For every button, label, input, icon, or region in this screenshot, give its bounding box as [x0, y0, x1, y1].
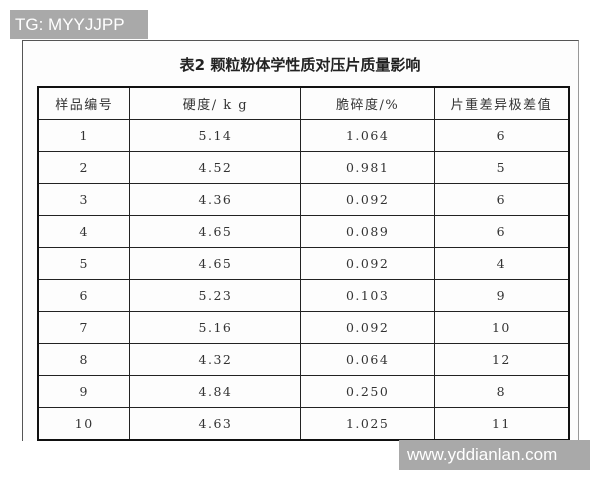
cell-weight-variation: 4: [433, 247, 570, 280]
table-title: 表2 颗粒粉体学性质对压片质量影响: [179, 56, 421, 74]
cell-weight-variation: 6: [433, 119, 570, 152]
cell-sample-id: 9: [37, 375, 131, 408]
cell-sample-id: 6: [37, 279, 131, 312]
cell-hardness: 4.84: [129, 375, 302, 408]
cell-weight-variation: 10: [433, 311, 570, 344]
cell-friability: 0.089: [300, 215, 435, 248]
cell-friability: 1.064: [300, 119, 435, 152]
cell-friability: 0.092: [300, 247, 435, 280]
cell-sample-id: 8: [37, 343, 131, 376]
cell-friability: 0.250: [300, 375, 435, 408]
table-row: 5 4.65 0.092 4: [37, 247, 570, 280]
cell-sample-id: 1: [37, 119, 131, 152]
cell-hardness: 4.36: [129, 183, 302, 216]
cell-friability: 1.025: [300, 407, 435, 441]
cell-hardness: 5.14: [129, 119, 302, 152]
cell-friability: 0.103: [300, 279, 435, 312]
table-row: 1 5.14 1.064 6: [37, 119, 570, 152]
table-row: 10 4.63 1.025 11: [37, 407, 570, 441]
table-row: 4 4.65 0.089 6: [37, 215, 570, 248]
cell-sample-id: 4: [37, 215, 131, 248]
watermark-top-left: TG: MYYJJPP: [10, 10, 148, 39]
cell-friability: 0.981: [300, 151, 435, 184]
cell-sample-id: 7: [37, 311, 131, 344]
table-row: 3 4.36 0.092 6: [37, 183, 570, 216]
cell-weight-variation: 6: [433, 183, 570, 216]
table-row: 6 5.23 0.103 9: [37, 279, 570, 312]
cell-hardness: 5.23: [129, 279, 302, 312]
cell-weight-variation: 9: [433, 279, 570, 312]
cell-friability: 0.092: [300, 183, 435, 216]
cell-weight-variation: 8: [433, 375, 570, 408]
data-table: 样品编号 硬度/ k g 脆碎度/% 片重差异极差值 1 5.14 1.064 6 2 4…: [37, 86, 570, 441]
cell-weight-variation: 5: [433, 151, 570, 184]
cell-hardness: 5.16: [129, 311, 302, 344]
header-hardness: 硬度/ k g: [129, 86, 302, 120]
cell-hardness: 4.32: [129, 343, 302, 376]
cell-hardness: 4.52: [129, 151, 302, 184]
cell-hardness: 4.65: [129, 247, 302, 280]
watermark-bottom-right: www.yddianlan.com: [399, 440, 590, 470]
cell-hardness: 4.65: [129, 215, 302, 248]
cell-sample-id: 5: [37, 247, 131, 280]
table-row: 8 4.32 0.064 12: [37, 343, 570, 376]
table-row: 2 4.52 0.981 5: [37, 151, 570, 184]
table-row: 7 5.16 0.092 10: [37, 311, 570, 344]
cell-friability: 0.064: [300, 343, 435, 376]
header-friability: 脆碎度/%: [300, 86, 435, 120]
table-row: 9 4.84 0.250 8: [37, 375, 570, 408]
cell-hardness: 4.63: [129, 407, 302, 441]
header-weight-variation: 片重差异极差值: [433, 86, 570, 120]
cell-weight-variation: 12: [433, 343, 570, 376]
table-header-row: 样品编号 硬度/ k g 脆碎度/% 片重差异极差值: [37, 86, 570, 120]
cell-weight-variation: 11: [433, 407, 570, 441]
cell-sample-id: 2: [37, 151, 131, 184]
cell-sample-id: 3: [37, 183, 131, 216]
cell-sample-id: 10: [37, 407, 131, 441]
cell-friability: 0.092: [300, 311, 435, 344]
cell-weight-variation: 6: [433, 215, 570, 248]
header-sample-id: 样品编号: [37, 86, 131, 120]
